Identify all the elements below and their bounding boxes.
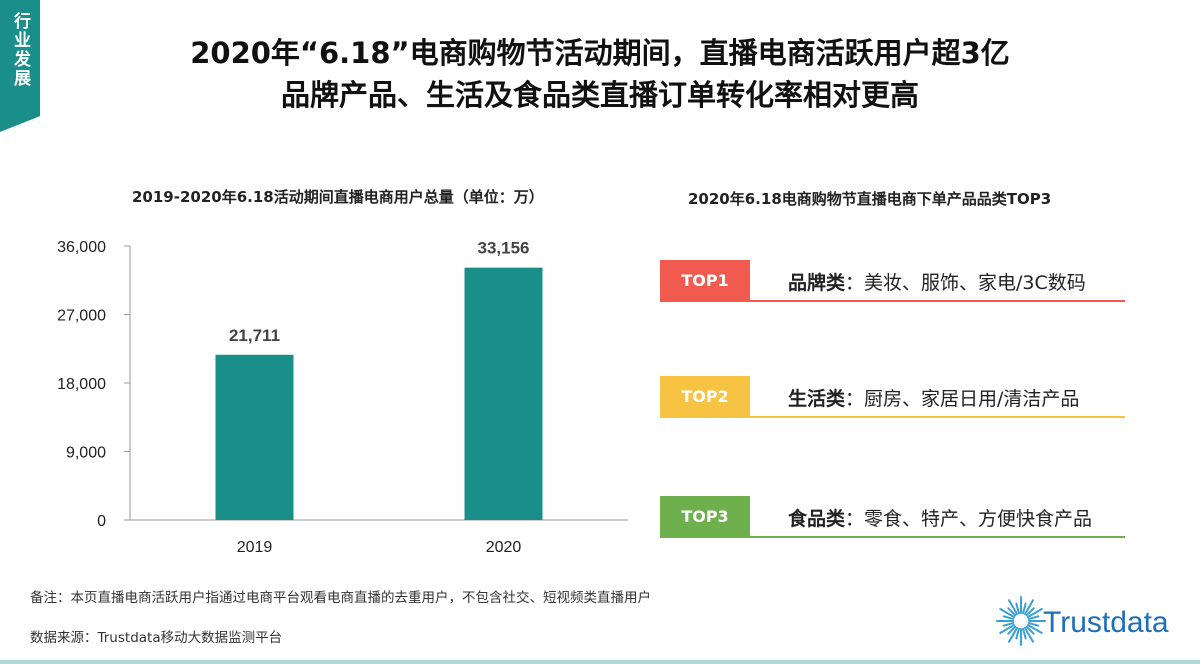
y-tick-label: 0 (97, 513, 106, 530)
bar-value-label: 21,711 (229, 326, 280, 345)
top3-items: ：零食、特产、方便快食产品 (845, 508, 1093, 530)
section-tag-label: 行业发展 (10, 12, 30, 88)
top3-badge: TOP3 (660, 496, 750, 536)
data-source: 数据来源：Trustdata移动大数据监测平台 (30, 630, 283, 646)
top2-row: TOP2 生活类：厨房、家居日用/清洁产品 (660, 376, 1125, 418)
logo-burst-icon (996, 596, 1046, 646)
bar (464, 267, 543, 520)
top3-category: 食品类 (788, 508, 846, 530)
top1-underline (660, 300, 1125, 302)
bar-value-label: 33,156 (478, 239, 530, 258)
top1-badge: TOP1 (660, 260, 750, 300)
trustdata-logo: Trustdata (996, 596, 1169, 646)
top3-text: 食品类：零食、特产、方便快食产品 (788, 504, 1092, 531)
top1-row: TOP1 品牌类：美妆、服饰、家电/3C数码 (660, 260, 1125, 302)
page-title-line-2: 品牌产品、生活及食品类直播订单转化率相对更高 (280, 78, 919, 112)
y-tick-label: 9,000 (66, 445, 106, 462)
section-tag: 行业发展 (0, 0, 40, 132)
top3-row: TOP3 食品类：零食、特产、方便快食产品 (660, 496, 1125, 538)
top1-items: ：美妆、服饰、家电/3C数码 (845, 272, 1086, 294)
top3-subtitle: 2020年6.18电商购物节直播电商下单产品品类TOP3 (688, 190, 1052, 208)
top1-text: 品牌类：美妆、服饰、家电/3C数码 (788, 268, 1086, 295)
top2-underline (660, 416, 1125, 418)
top2-category: 生活类 (788, 388, 846, 410)
top2-badge: TOP2 (660, 376, 750, 416)
bar (215, 354, 294, 520)
x-tick-label: 2019 (237, 539, 273, 556)
top2-text: 生活类：厨房、家居日用/清洁产品 (788, 384, 1079, 411)
y-tick-label: 18,000 (57, 376, 106, 393)
footnote: 备注：本页直播电商活跃用户指通过电商平台观看电商直播的去重用户，不包含社交、短视… (30, 590, 651, 606)
top3-underline (660, 536, 1125, 538)
top1-category: 品牌类 (788, 272, 846, 294)
x-tick-label: 2020 (486, 539, 522, 556)
y-tick-label: 36,000 (57, 239, 106, 256)
bottom-bar (0, 660, 1200, 664)
y-tick-label: 27,000 (57, 308, 106, 325)
chart-subtitle: 2019-2020年6.18活动期间直播电商用户总量（单位：万） (132, 188, 544, 206)
page-title-line-1: 2020年“6.18”电商购物节活动期间，直播电商活跃用户超3亿 (190, 36, 1010, 70)
top2-items: ：厨房、家居日用/清洁产品 (845, 388, 1080, 410)
logo-text: Trustdata (1043, 606, 1169, 639)
